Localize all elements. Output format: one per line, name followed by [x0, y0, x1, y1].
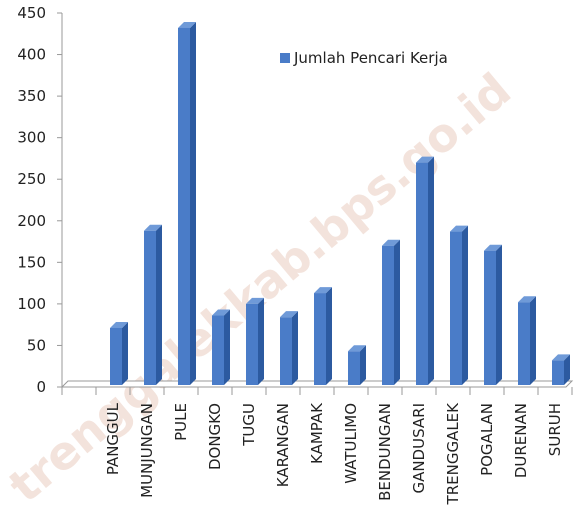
bar-top: [110, 321, 128, 328]
y-tick-label: 50: [27, 336, 46, 354]
bar-side: [122, 321, 128, 385]
y-tick-label: 0: [36, 378, 46, 396]
x-tick-label: GANDUSARI: [410, 403, 428, 494]
bar-side: [292, 311, 298, 385]
bar: [280, 317, 292, 385]
bar-top: [348, 345, 366, 352]
x-tick-label: SURUH: [546, 403, 564, 456]
y-tick-label: 400: [17, 46, 46, 64]
bar: [382, 245, 394, 385]
bar-top: [280, 311, 298, 318]
bar: [314, 293, 326, 385]
x-tick-label: MUNJUNGAN: [138, 403, 156, 498]
legend-label: Jumlah Pencari Kerja: [293, 49, 448, 67]
x-tick-label: DURENAN: [512, 403, 530, 478]
bar: [484, 250, 496, 385]
bar-top: [416, 156, 434, 163]
bar: [178, 27, 190, 386]
bar-side: [462, 225, 468, 385]
y-tick-label: 200: [17, 212, 46, 230]
bar: [416, 162, 428, 385]
x-tick-label: DONGKO: [206, 403, 224, 470]
bar-side: [360, 345, 366, 385]
x-tick-label: PANGGUL: [104, 402, 122, 475]
x-tick-label: POGALAN: [478, 403, 496, 476]
bar: [246, 303, 258, 385]
x-tick-label: KARANGAN: [274, 403, 292, 487]
x-tick-label: TRENGGALEK: [444, 402, 462, 506]
bar: [348, 351, 360, 385]
bar-side: [496, 244, 502, 385]
bar-top: [552, 354, 570, 361]
x-tick-label: PULE: [172, 403, 190, 441]
bar: [552, 360, 564, 385]
x-tick-label: BENDUNGAN: [376, 403, 394, 501]
bar-side: [530, 296, 536, 385]
bar-top: [212, 309, 230, 316]
bar-side: [156, 224, 162, 385]
bar: [518, 302, 530, 385]
bar: [450, 231, 462, 385]
bar-side: [428, 156, 434, 385]
x-tick-label: KAMPAK: [308, 402, 326, 464]
bar-side: [394, 239, 400, 385]
x-tick-label: TUGU: [240, 403, 258, 447]
bar-side: [564, 354, 570, 385]
y-tick-label: 300: [17, 129, 46, 147]
watermark: trenggalekkab.bps.go.id: [0, 62, 521, 513]
bar-side: [190, 21, 196, 386]
bar: [110, 327, 122, 385]
bar-top: [518, 296, 536, 303]
bar-top: [484, 244, 502, 251]
bar-top: [314, 287, 332, 294]
y-tick-label: 150: [17, 253, 46, 271]
legend-swatch: [280, 53, 290, 63]
y-tick-label: 450: [17, 4, 46, 22]
bar-top: [450, 225, 468, 232]
bar-top: [144, 224, 162, 231]
bar: [212, 315, 224, 385]
bar-side: [224, 309, 230, 385]
bar-top: [246, 297, 264, 304]
bar-side: [326, 287, 332, 385]
bar: [144, 230, 156, 385]
x-tick-label: WATULIMO: [342, 403, 360, 484]
y-tick-label: 100: [17, 295, 46, 313]
bar-side: [258, 297, 264, 385]
y-tick-label: 350: [17, 87, 46, 105]
bar-top: [382, 239, 400, 246]
bar-top: [178, 21, 196, 28]
y-tick-label: 250: [17, 170, 46, 188]
